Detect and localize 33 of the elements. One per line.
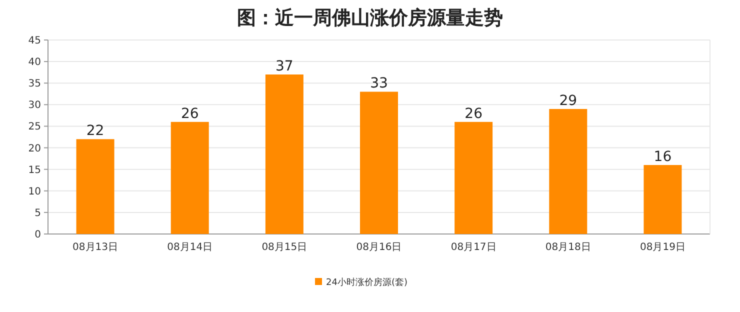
y-tick-label: 10 bbox=[28, 186, 41, 198]
x-tick-label: 08月16日 bbox=[356, 242, 402, 253]
y-tick-label: 25 bbox=[28, 122, 41, 133]
data-label: 29 bbox=[559, 92, 578, 109]
bar bbox=[454, 122, 493, 234]
x-tick-label: 08月19日 bbox=[640, 242, 686, 253]
x-tick-label: 08月14日 bbox=[167, 242, 213, 253]
data-label: 16 bbox=[654, 149, 672, 166]
bar bbox=[644, 165, 682, 234]
data-label: 26 bbox=[180, 106, 199, 122]
data-label: 37 bbox=[276, 58, 294, 74]
y-tick-label: 45 bbox=[28, 36, 41, 46]
x-tick-label: 08月17日 bbox=[450, 242, 496, 253]
x-tick-label: 08月15日 bbox=[262, 242, 308, 253]
bar bbox=[170, 122, 209, 234]
y-tick-label: 40 bbox=[28, 57, 41, 68]
bar bbox=[76, 139, 114, 234]
y-tick-label: 35 bbox=[28, 78, 41, 90]
y-tick-label: 0 bbox=[34, 230, 41, 240]
legend-label: 24小时涨价房源(套) bbox=[326, 277, 408, 288]
y-tick-label: 15 bbox=[28, 164, 41, 176]
chart-title: 图：近一周佛山涨价房源量走势 bbox=[237, 7, 503, 29]
x-tick-label: 08月13日 bbox=[72, 242, 118, 253]
bar bbox=[549, 108, 588, 234]
data-label: 26 bbox=[464, 106, 483, 122]
y-tick-label: 30 bbox=[28, 100, 41, 112]
y-tick-label: 20 bbox=[28, 143, 41, 154]
x-tick-label: 08月18日 bbox=[545, 242, 591, 253]
data-label: 22 bbox=[86, 123, 104, 140]
bar bbox=[360, 92, 398, 234]
y-tick-label: 5 bbox=[34, 208, 41, 219]
data-label: 33 bbox=[370, 76, 388, 92]
bar bbox=[265, 74, 304, 234]
